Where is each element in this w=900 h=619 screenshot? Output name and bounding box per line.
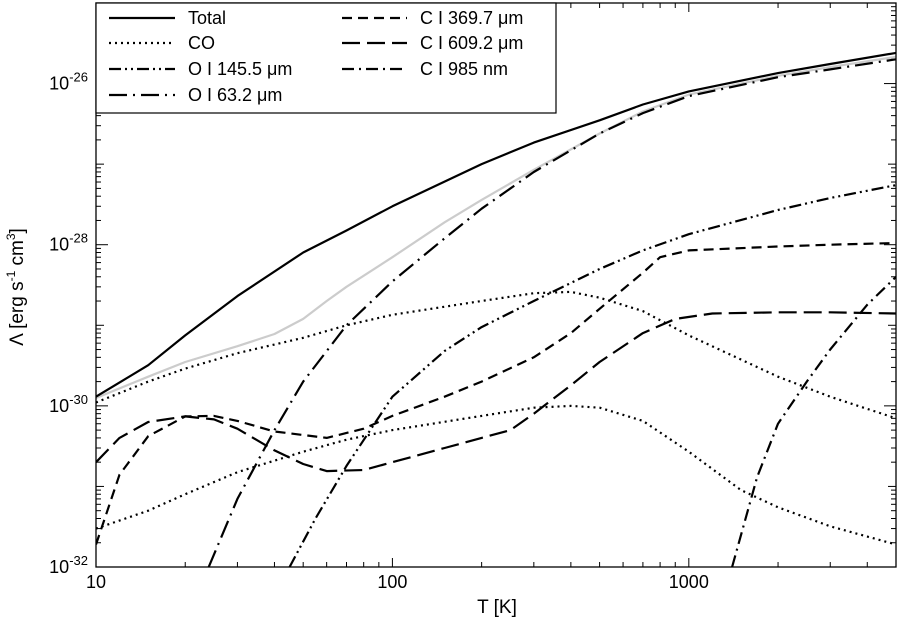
y-axis-label-base: Λ [erg s (7, 281, 28, 345)
y-axis-label: Λ [erg s-1 cm3] (4, 228, 28, 346)
y-tick-label: 10-32 (49, 553, 88, 577)
y-axis-label-exp1: -1 (4, 270, 18, 281)
legend-label: O I 63.2 μm (188, 85, 282, 105)
series-line-grey-8 (96, 55, 896, 400)
y-tick-label: 10-26 (49, 70, 88, 94)
series-line-c-i-369-7-m-5 (96, 241, 896, 545)
series-line-co-2 (96, 404, 896, 546)
legend-label: O I 145.5 μm (188, 59, 292, 79)
legend-label: Total (188, 8, 226, 28)
series-line-c-i-985-nm-7 (731, 276, 896, 567)
series-line-co-1 (96, 290, 896, 420)
svg-text:Λ [erg s-1 cm3]: Λ [erg s-1 cm3] (4, 228, 28, 346)
series-line-o-i-63-2-m-4 (207, 58, 896, 567)
legend-label: C I 609.2 μm (420, 33, 523, 53)
x-tick-label: 100 (377, 572, 407, 592)
y-tick-label: 10-30 (49, 392, 88, 416)
y-axis-label-mid: cm (7, 240, 28, 271)
x-tick-label: 1000 (669, 572, 709, 592)
y-axis-label-exp2: 3 (4, 233, 18, 240)
series-line-c-i-609-2-m-6 (96, 311, 896, 473)
x-axis-label: T [K] (477, 597, 517, 618)
series-line-o-i-145-5-m-3 (288, 184, 896, 567)
plot-area (96, 51, 896, 567)
y-axis-label-end: ] (7, 228, 28, 233)
x-tick-label: 10 (86, 572, 106, 592)
y-tick-label: 10-28 (49, 231, 88, 255)
legend-label: CO (188, 33, 215, 53)
series-line-total-0 (96, 51, 896, 398)
legend: Total CO O I 145.5 μm O I 63.2 μm C I 369.7 … (95, 2, 557, 114)
legend-box (95, 2, 557, 114)
legend-label: C I 985 nm (420, 59, 508, 79)
legend-label: C I 369.7 μm (420, 8, 523, 28)
